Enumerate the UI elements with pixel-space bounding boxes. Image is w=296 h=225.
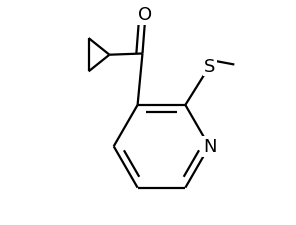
- Text: O: O: [138, 6, 152, 24]
- Text: N: N: [204, 138, 217, 156]
- Text: S: S: [204, 57, 215, 75]
